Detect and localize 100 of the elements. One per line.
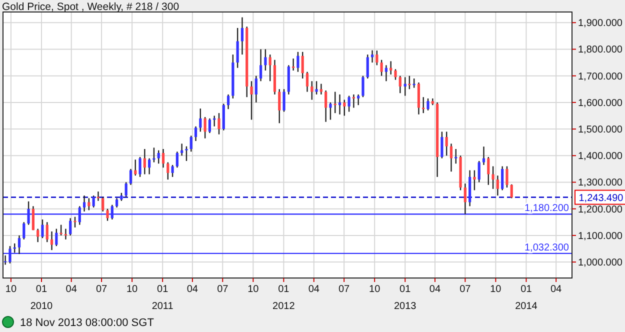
candlestick: [398, 75, 402, 94]
candlestick: [199, 108, 202, 132]
y-tick-label: 1,500.000: [578, 124, 623, 136]
x-tick-label: 01 2011: [152, 284, 174, 312]
x-tick-label: 01 2013: [394, 284, 417, 312]
candlestick: [259, 48, 262, 82]
candlestick: [69, 218, 72, 236]
candlestick: [315, 80, 318, 96]
candlestick: [482, 146, 486, 166]
candlestick: [352, 94, 355, 108]
candlestick: [55, 228, 58, 247]
candlestick: [417, 82, 420, 116]
candlestick: [445, 131, 448, 156]
candlestick: [116, 198, 118, 208]
candlestick: [194, 126, 198, 142]
candlestick: [204, 116, 206, 139]
candlestick: [64, 228, 68, 240]
candlestick: [376, 50, 378, 66]
candlestick: [492, 166, 494, 190]
candlestick: [162, 148, 165, 168]
candlestick: [464, 182, 466, 215]
candlestick: [301, 51, 304, 80]
candlestick: [208, 118, 211, 134]
candlestick: [22, 222, 26, 240]
y-tick-label: 1,600.000: [578, 98, 623, 109]
y-tick-label: 1,900.000: [578, 18, 623, 30]
x-tick-label: 04: [429, 284, 441, 295]
candlestick: [366, 54, 369, 80]
x-tick-label: 07: [460, 284, 472, 295]
x-tick-label: 04: [66, 284, 78, 295]
x-tick-label: 10: [126, 284, 138, 295]
chart-title: Gold Price, Spot , Weekly, # 218 / 300: [2, 1, 180, 13]
x-tick-label: 04: [550, 284, 562, 295]
candlestick: [292, 58, 295, 72]
y-tick-label: 1,400.000: [578, 151, 623, 162]
candlestick: [320, 83, 322, 96]
candlestick: [394, 68, 397, 80]
y-tick-label: 1,300.000: [578, 178, 623, 189]
candlestick: [250, 80, 253, 120]
candlestick: [218, 112, 220, 135]
candlestick: [124, 182, 128, 198]
x-tick-label: 01 2012: [272, 284, 296, 312]
candlestick: [46, 222, 48, 243]
candlestick: [254, 75, 258, 104]
candlestick: [306, 71, 309, 92]
candlestick: [282, 88, 286, 112]
candlestick: [226, 94, 230, 110]
y-tick-label: 1,100.000: [578, 230, 623, 242]
candlestick: [240, 16, 244, 56]
candlestick: [296, 51, 300, 72]
candlestick: [473, 170, 476, 191]
candlestick: [50, 230, 54, 251]
candlestick: [106, 208, 109, 222]
y-tick-label: 1,200.000: [578, 204, 623, 216]
candlestick: [185, 146, 188, 162]
candlestick: [384, 64, 388, 82]
candlestick: [426, 98, 430, 112]
candlestick: [222, 103, 225, 131]
candlestick: [138, 156, 142, 178]
candlestick: [129, 168, 132, 186]
candlestick: [92, 194, 95, 208]
candlestick: [143, 148, 146, 175]
candlestick: [236, 27, 239, 68]
candlestick: [32, 206, 34, 231]
y-tick-label: 1,000.000: [578, 258, 623, 269]
ref-line-label: 1,180.200: [524, 203, 570, 214]
candlestick: [88, 198, 90, 211]
text: 18 Nov 2013 08:00:00 SGT: [20, 317, 154, 329]
x-tick-label: 10: [5, 284, 17, 295]
candlestick: [501, 166, 504, 191]
candlestick: [329, 102, 332, 120]
x-tick-label: 10: [248, 284, 260, 295]
candlestick: [171, 164, 174, 178]
x-tick-label: 10: [490, 284, 502, 295]
candlestick: [176, 151, 178, 168]
candlestick: [41, 218, 44, 239]
candlestick: [310, 80, 314, 100]
candlestick: [506, 166, 508, 188]
candlestick: [166, 162, 170, 180]
candlestick: [278, 88, 281, 124]
y-tick-label: 1,800.000: [578, 44, 623, 56]
ref-line-label: 1,243.490: [578, 192, 624, 204]
candlestick: [102, 196, 104, 212]
candlestick: [148, 158, 151, 175]
candlestick: [450, 143, 453, 172]
candlestick: [454, 148, 458, 164]
x-tick-label: 01 2014: [515, 284, 538, 312]
candlestick: [362, 75, 364, 98]
candlestick: [343, 99, 346, 116]
candlestick: [478, 160, 480, 183]
candlestick: [496, 174, 499, 196]
y-tick-label: 1,700.000: [578, 71, 623, 82]
candlestick: [510, 184, 513, 199]
ref-line-label: 1,032.300: [524, 242, 570, 254]
candlestick: [264, 48, 267, 72]
x-tick-label: 01 2010: [30, 284, 54, 312]
candlestick: [440, 131, 444, 159]
candlestick: [134, 159, 137, 176]
candlestick: [190, 135, 192, 152]
candlestick: [268, 54, 272, 82]
